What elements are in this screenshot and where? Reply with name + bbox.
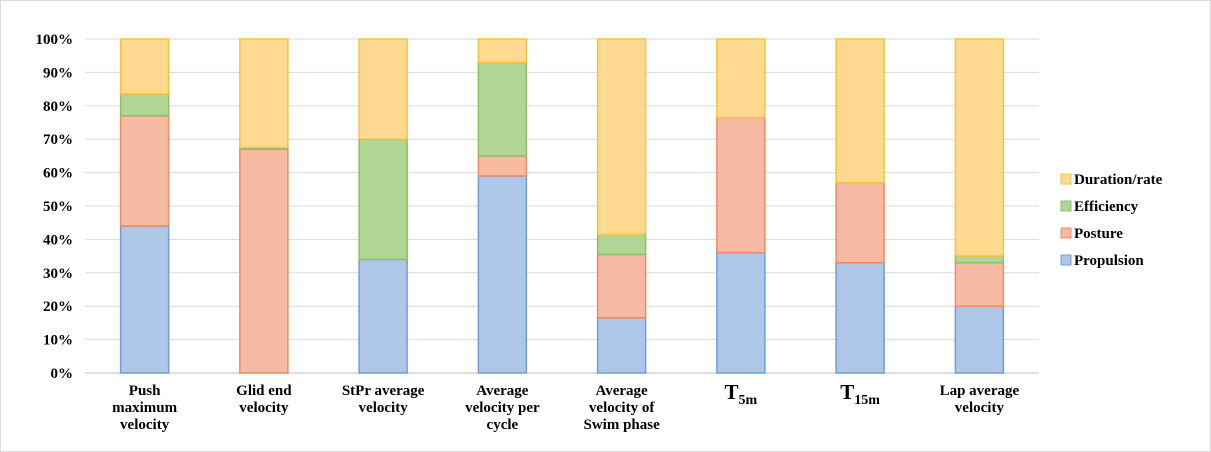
bar-segment-efficiency — [119, 93, 170, 117]
bar-segment-duration-rate — [239, 38, 289, 149]
bar-segment-posture — [239, 148, 289, 374]
y-tick-label: 20% — [43, 299, 73, 315]
bar-segment-posture — [596, 253, 647, 319]
y-axis: 0% 10% 20% 30% 40% 50% 60% 70% 80% 90% 100% — [36, 32, 74, 382]
legend-swatch — [1060, 254, 1072, 266]
bar-segment-efficiency — [358, 138, 408, 261]
x-category-label: Lap average velocity — [940, 383, 1020, 416]
bar-segment-duration-rate — [716, 38, 766, 119]
x-category-label: Glid end velocity — [236, 383, 292, 416]
bar-segment-duration-rate — [119, 38, 170, 95]
bar-segment-posture — [835, 181, 885, 264]
bar-segment-duration-rate — [596, 38, 647, 236]
y-tick-label: 40% — [43, 232, 73, 248]
bar-segment-posture — [477, 155, 528, 177]
gridlines — [85, 38, 1039, 374]
bar-segment-posture — [119, 115, 170, 227]
y-tick-label: 70% — [43, 132, 73, 148]
bar-segment-efficiency — [596, 233, 647, 256]
y-tick-label: 30% — [43, 266, 73, 282]
legend-label: Duration/rate — [1074, 172, 1163, 188]
bar-segment-propulsion — [358, 258, 408, 374]
legend-label: Posture — [1074, 226, 1123, 242]
bar-segment-propulsion — [835, 262, 885, 374]
y-tick-label: 80% — [43, 99, 73, 115]
y-tick-label: 100% — [36, 32, 74, 48]
bar-segment-posture — [954, 262, 1005, 307]
bar-segment-posture — [716, 116, 766, 254]
bar-segment-duration-rate — [954, 38, 1005, 257]
x-category-label: Average velocity per cycle — [465, 383, 540, 433]
x-category-label: Average velocity of Swim phase — [583, 383, 660, 433]
bar-segment-propulsion — [477, 175, 528, 374]
bar-segment-propulsion — [119, 225, 170, 374]
legend-item: Propulsion — [1060, 253, 1144, 269]
legend-swatch — [1060, 200, 1072, 212]
legend-swatch — [1060, 173, 1072, 185]
legend: Duration/rate Efficiency Posture Propulsion — [1060, 172, 1163, 269]
bar-segment-efficiency — [954, 255, 1005, 264]
legend-label: Propulsion — [1074, 253, 1144, 269]
bar-segment-duration-rate — [477, 38, 528, 64]
y-tick-label: 60% — [43, 166, 73, 182]
bar-segment-propulsion — [954, 305, 1005, 374]
bar-segment-duration-rate — [358, 38, 408, 140]
legend-item: Posture — [1060, 226, 1123, 242]
legend-item: Duration/rate — [1060, 172, 1163, 188]
y-tick-label: 50% — [43, 199, 73, 215]
x-axis-labels: Push maximum velocity Glid end velocity StPr … — [112, 380, 1019, 433]
y-tick-label: 90% — [43, 65, 73, 81]
x-category-label: StPr average velocity — [342, 383, 425, 416]
legend-swatch — [1060, 227, 1072, 239]
x-category-label: Push maximum velocity — [112, 383, 178, 433]
legend-item: Efficiency — [1060, 199, 1139, 215]
y-tick-label: 0% — [51, 366, 74, 382]
x-category-label: T15m — [840, 380, 880, 408]
bar-segment-efficiency — [477, 61, 528, 157]
bar-segment-duration-rate — [835, 38, 885, 184]
bar-segment-propulsion — [716, 252, 766, 374]
legend-label: Efficiency — [1074, 199, 1139, 215]
x-category-label: T5m — [725, 380, 758, 408]
bar-segment-propulsion — [596, 317, 647, 374]
y-tick-label: 10% — [43, 333, 73, 349]
bars — [119, 38, 1005, 374]
